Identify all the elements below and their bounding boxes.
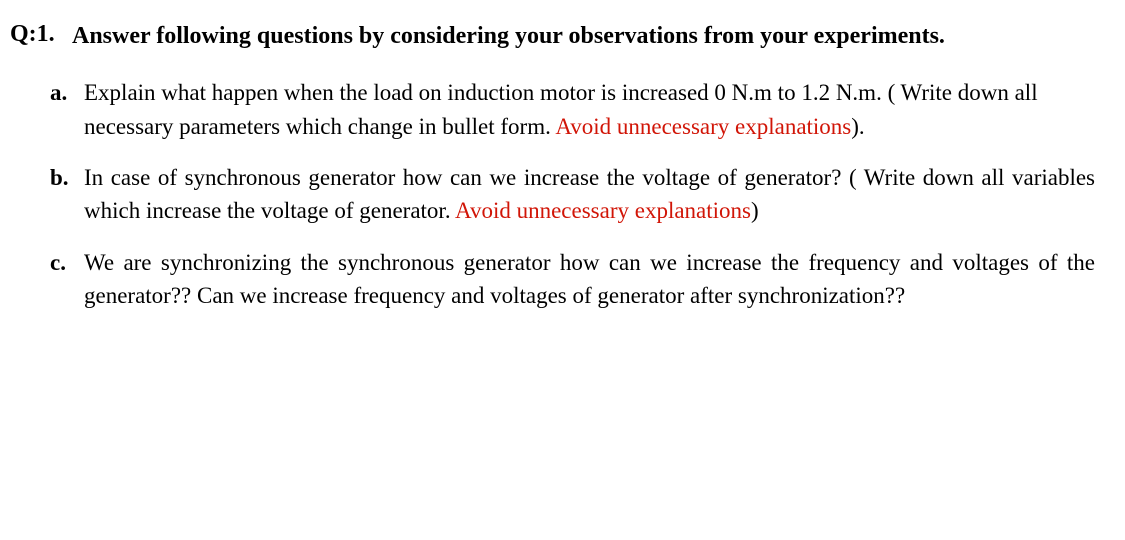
question-number: Q:1.: [10, 20, 72, 48]
question-header: Q:1. Answer following questions by consi…: [10, 20, 1095, 52]
text-b-red: Avoid unnecessary explanations: [455, 198, 751, 223]
sub-question-b: b. In case of synchronous generator how …: [50, 161, 1095, 228]
text-a-black-2: ).: [851, 114, 864, 139]
question-text: Answer following questions by considerin…: [72, 20, 945, 52]
sub-question-list: a. Explain what happen when the load on …: [10, 76, 1095, 312]
sub-body-c: We are synchronizing the synchronous gen…: [84, 246, 1095, 313]
text-b-black-2: ): [751, 198, 759, 223]
sub-body-b: In case of synchronous generator how can…: [84, 161, 1095, 228]
text-c-black-1: We are synchronizing the synchronous gen…: [84, 250, 1095, 308]
sub-label-a: a.: [50, 76, 84, 109]
sub-question-c: c. We are synchronizing the synchronous …: [50, 246, 1095, 313]
sub-body-a: Explain what happen when the load on ind…: [84, 76, 1095, 143]
sub-question-a: a. Explain what happen when the load on …: [50, 76, 1095, 143]
sub-label-b: b.: [50, 161, 84, 194]
sub-label-c: c.: [50, 246, 84, 279]
text-a-red: Avoid unnecessary explanations: [555, 114, 851, 139]
